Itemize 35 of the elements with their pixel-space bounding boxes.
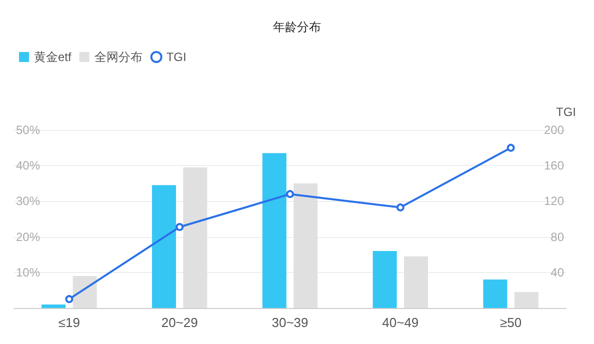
y2-tick-label: 160 [544, 158, 564, 173]
bar [404, 256, 428, 308]
y-tick-label: 40% [16, 158, 40, 173]
point [176, 223, 184, 232]
bar [262, 153, 286, 308]
x-tick-label: ≤19 [58, 315, 80, 330]
y-tick-label: 20% [16, 230, 40, 244]
bar [183, 167, 208, 308]
y2-tick-label: 200 [544, 123, 564, 137]
x-tick-label: 30~39 [272, 315, 308, 330]
x-tick-label: 20~29 [161, 315, 198, 330]
point [286, 190, 294, 198]
point [396, 203, 404, 212]
bar [372, 251, 397, 308]
legend-label: 黄金etf [34, 50, 72, 64]
x-tick-label: ≥50 [500, 315, 522, 330]
y2-tick-label: 80 [550, 230, 564, 244]
bar [42, 304, 66, 308]
y-tick-label: 30% [16, 194, 40, 208]
bar [514, 292, 538, 308]
y2-tick-label: 120 [544, 194, 564, 208]
y-tick-label: 10% [16, 265, 40, 280]
legend-label: 全网分布 [94, 50, 142, 64]
bar [294, 183, 318, 308]
chart-title: 年龄分布 [273, 20, 321, 34]
legend-label: TGI [166, 50, 186, 64]
x-tick-label: 40~49 [382, 315, 419, 330]
y-tick-label: 50% [16, 123, 40, 137]
bar [72, 276, 97, 308]
bar [152, 185, 176, 308]
y2-axis-title: TGI [556, 105, 576, 119]
y2-tick-label: 40 [550, 265, 564, 280]
point [65, 295, 74, 304]
point [506, 144, 515, 152]
bar [483, 280, 508, 308]
